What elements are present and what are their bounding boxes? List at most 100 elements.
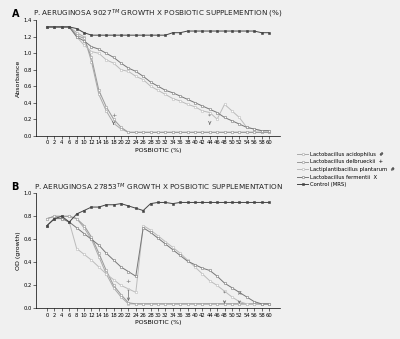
Lactobacillus fermentii  X [266, 302, 271, 306]
Lactiplantibacillus plantarum  # [266, 128, 271, 133]
Lactobacillus fermentii  X [185, 97, 190, 101]
Line: Lactobacillus fermentii  X: Lactobacillus fermentii X [46, 26, 270, 132]
Lactobacillus acidophilus  # [230, 130, 234, 134]
Lactobacillus fermentii  X [230, 119, 234, 123]
X-axis label: POSBIOTIC (%): POSBIOTIC (%) [135, 147, 181, 153]
Control (MRS) [74, 212, 79, 216]
Lactiplantibacillus plantarum  # [215, 283, 220, 287]
Lactobacillus acidophilus  # [259, 302, 264, 306]
Lactobacillus delbrueckii  + [237, 302, 242, 306]
Lactobacillus acidophilus  # [96, 93, 101, 97]
Lactobacillus fermentii  X [259, 128, 264, 133]
Lactobacillus acidophilus  # [156, 302, 160, 306]
Lactobacillus acidophilus  # [200, 302, 205, 306]
Lactobacillus acidophilus  # [141, 302, 146, 306]
Lactobacillus delbrueckii  + [119, 125, 124, 129]
Lactobacillus acidophilus  # [74, 217, 79, 221]
Lactobacillus fermentii  X [74, 226, 79, 230]
Lactobacillus delbrueckii  + [67, 214, 72, 218]
Control (MRS) [259, 200, 264, 204]
Text: *: * [223, 291, 226, 303]
Lactobacillus delbrueckii  + [126, 301, 131, 305]
Control (MRS) [148, 202, 153, 206]
Control (MRS) [222, 29, 227, 33]
Lactobacillus delbrueckii  + [185, 302, 190, 306]
Lactobacillus delbrueckii  + [45, 25, 50, 29]
Lactobacillus acidophilus  # [89, 237, 94, 241]
Lactobacillus fermentii  X [230, 286, 234, 290]
Lactobacillus delbrueckii  + [60, 25, 64, 29]
Control (MRS) [134, 33, 138, 37]
Lactobacillus fermentii  X [119, 265, 124, 269]
Lactiplantibacillus plantarum  # [148, 228, 153, 232]
Control (MRS) [178, 200, 182, 204]
Control (MRS) [156, 33, 160, 37]
Lactiplantibacillus plantarum  # [163, 240, 168, 244]
Lactobacillus delbrueckii  + [237, 130, 242, 134]
Lactobacillus acidophilus  # [244, 130, 249, 134]
Control (MRS) [266, 200, 271, 204]
Lactobacillus delbrueckii  + [215, 130, 220, 134]
Lactiplantibacillus plantarum  # [104, 272, 109, 276]
Control (MRS) [104, 203, 109, 207]
Lactobacillus fermentii  X [185, 259, 190, 263]
Lactobacillus fermentii  X [82, 39, 86, 43]
Lactobacillus fermentii  X [156, 84, 160, 88]
Lactiplantibacillus plantarum  # [222, 289, 227, 293]
Lactobacillus acidophilus  # [45, 217, 50, 221]
Lactobacillus acidophilus  # [207, 130, 212, 134]
Lactiplantibacillus plantarum  # [207, 111, 212, 115]
Lactobacillus fermentii  X [45, 223, 50, 227]
Lactiplantibacillus plantarum  # [207, 279, 212, 283]
Lactobacillus fermentii  X [111, 55, 116, 59]
Control (MRS) [52, 217, 57, 221]
Lactobacillus delbrueckii  + [119, 293, 124, 297]
Control (MRS) [192, 200, 197, 204]
Text: *: * [208, 114, 211, 124]
Lactobacillus fermentii  X [252, 127, 256, 131]
Text: +: + [126, 279, 131, 300]
Lactobacillus delbrueckii  + [148, 130, 153, 134]
Lactiplantibacillus plantarum  # [119, 283, 124, 287]
Lactiplantibacillus plantarum  # [266, 302, 271, 306]
Lactobacillus delbrueckii  + [89, 235, 94, 239]
Lactobacillus fermentii  X [60, 217, 64, 221]
Lactobacillus delbrueckii  + [45, 217, 50, 221]
Control (MRS) [126, 33, 131, 37]
Lactobacillus delbrueckii  + [104, 268, 109, 273]
Lactobacillus delbrueckii  + [134, 130, 138, 134]
Lactobacillus fermentii  X [141, 226, 146, 230]
Lactiplantibacillus plantarum  # [82, 43, 86, 47]
Lactobacillus fermentii  X [252, 300, 256, 304]
Lactiplantibacillus plantarum  # [89, 258, 94, 262]
Lactiplantibacillus plantarum  # [252, 127, 256, 131]
Lactobacillus delbrueckii  + [156, 302, 160, 306]
Lactobacillus delbrueckii  + [148, 302, 153, 306]
Lactobacillus delbrueckii  + [126, 130, 131, 134]
Lactobacillus acidophilus  # [60, 214, 64, 218]
Lactobacillus fermentii  X [163, 242, 168, 246]
Lactobacillus fermentii  X [207, 107, 212, 111]
Lactobacillus fermentii  X [52, 25, 57, 29]
Lactobacillus acidophilus  # [266, 302, 271, 306]
Lactiplantibacillus plantarum  # [89, 49, 94, 54]
Control (MRS) [252, 29, 256, 33]
Lactobacillus fermentii  X [119, 61, 124, 65]
Lactobacillus delbrueckii  + [82, 36, 86, 40]
Lactobacillus fermentii  X [170, 248, 175, 252]
Lactiplantibacillus plantarum  # [185, 258, 190, 262]
Lactiplantibacillus plantarum  # [148, 84, 153, 88]
Lactobacillus acidophilus  # [215, 302, 220, 306]
Lactobacillus fermentii  X [141, 74, 146, 78]
Control (MRS) [200, 29, 205, 33]
Control (MRS) [266, 31, 271, 35]
Control (MRS) [82, 208, 86, 213]
Lactobacillus acidophilus  # [200, 130, 205, 134]
Lactobacillus delbrueckii  + [82, 223, 86, 227]
Lactobacillus fermentii  X [96, 47, 101, 51]
Lactiplantibacillus plantarum  # [156, 234, 160, 238]
Lactobacillus fermentii  X [200, 266, 205, 270]
Lactiplantibacillus plantarum  # [178, 99, 182, 103]
Lactobacillus delbrueckii  + [163, 130, 168, 134]
Control (MRS) [207, 200, 212, 204]
